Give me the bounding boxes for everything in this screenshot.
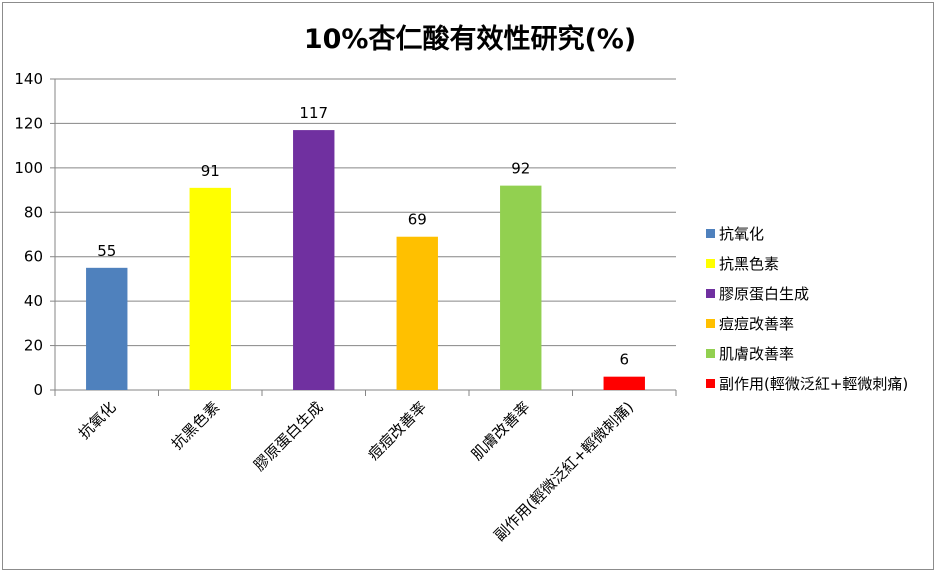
legend-swatch bbox=[706, 319, 715, 328]
x-tick-label: 抗氧化 bbox=[75, 398, 120, 443]
legend-swatch bbox=[706, 229, 715, 238]
legend-label: 副作用(輕微泛紅+輕微刺痛) bbox=[719, 375, 908, 393]
gridlines bbox=[55, 78, 676, 347]
bar bbox=[293, 130, 335, 391]
x-tick-label: 痘痘改善率 bbox=[364, 398, 430, 464]
legend-label: 痘痘改善率 bbox=[719, 315, 794, 333]
legend-label: 抗氧化 bbox=[719, 225, 764, 243]
y-tick-label: 0 bbox=[33, 381, 43, 399]
y-tick-label: 80 bbox=[24, 203, 43, 221]
data-label: 69 bbox=[408, 211, 427, 229]
legend-swatch bbox=[706, 379, 715, 388]
bar bbox=[500, 185, 542, 390]
bar bbox=[396, 236, 438, 390]
data-label: 117 bbox=[299, 104, 328, 122]
y-tick-label: 140 bbox=[14, 70, 43, 88]
legend-label: 肌膚改善率 bbox=[719, 345, 794, 363]
bar bbox=[86, 267, 128, 390]
chart-title: 10%杏仁酸有效性研究(%) bbox=[304, 23, 636, 55]
y-tick-label: 40 bbox=[24, 292, 43, 310]
bar bbox=[189, 187, 231, 390]
y-tick-label: 20 bbox=[24, 337, 43, 355]
x-tick-label: 肌膚改善率 bbox=[468, 398, 534, 464]
legend-label: 膠原蛋白生成 bbox=[719, 285, 809, 303]
y-tick-label: 60 bbox=[24, 248, 43, 266]
y-tick-label: 120 bbox=[14, 114, 43, 132]
data-label: 6 bbox=[619, 351, 629, 369]
bar bbox=[603, 376, 645, 390]
legend-label: 抗黑色素 bbox=[719, 255, 779, 273]
legend-swatch bbox=[706, 349, 715, 358]
data-label: 55 bbox=[97, 242, 116, 260]
legend-swatch bbox=[706, 289, 715, 298]
x-tick-label: 抗黑色素 bbox=[168, 398, 223, 453]
data-label: 92 bbox=[511, 160, 530, 178]
data-label: 91 bbox=[201, 162, 220, 180]
legend-swatch bbox=[706, 259, 715, 268]
x-tick-label: 膠原蛋白生成 bbox=[250, 398, 326, 474]
bars: 55 91 117 69 92 6 bbox=[86, 104, 645, 391]
y-tick-label: 100 bbox=[14, 159, 43, 177]
